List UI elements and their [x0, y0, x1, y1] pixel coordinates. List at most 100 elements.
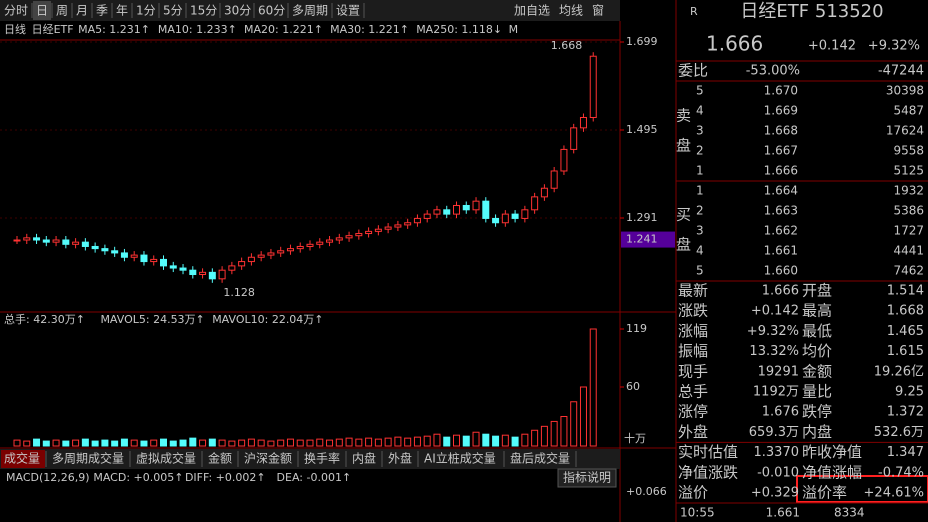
label: 最高 — [802, 302, 832, 320]
candle — [579, 116, 587, 129]
toolbar-tab[interactable]: 设置 — [336, 4, 360, 18]
candle — [316, 241, 324, 245]
candle — [52, 239, 60, 243]
indicator-tab[interactable]: 盘后成交量 — [510, 451, 570, 466]
candle — [218, 269, 226, 280]
book-volume: 7462 — [893, 264, 924, 278]
value: 9.25 — [895, 385, 924, 400]
macd-tick: +0.066 — [626, 485, 667, 498]
y-tick-label: 1.291 — [626, 211, 658, 224]
candle — [443, 209, 451, 215]
volume-bar — [492, 435, 500, 447]
toolbar-tab[interactable]: 日 — [36, 4, 48, 18]
indicator-tab[interactable]: 内盘 — [352, 451, 376, 466]
label: 内盘 — [802, 423, 832, 441]
volume-bar — [540, 425, 548, 447]
candle — [160, 258, 167, 267]
indicator-tab[interactable]: 虚拟成交量 — [136, 451, 196, 466]
book-volume: 30398 — [886, 84, 924, 98]
candle — [335, 237, 343, 241]
volume-bar — [531, 429, 539, 447]
volume-bar — [208, 438, 216, 447]
toolbar-tab[interactable]: 5分 — [163, 4, 183, 18]
candle — [23, 237, 31, 241]
legend-item: MA10: 1.233↑ — [158, 23, 237, 36]
volume-bar — [306, 439, 314, 447]
volume-bar — [472, 431, 480, 447]
tab-bar — [0, 449, 620, 469]
candle — [81, 241, 89, 247]
value: +0.329 — [751, 486, 799, 501]
indicator-tab[interactable]: 多周期成交量 — [52, 451, 124, 466]
book-price: 1.670 — [764, 84, 798, 98]
toolbar-tab[interactable]: 季 — [96, 4, 108, 18]
volume-bar — [365, 437, 373, 447]
side-label: 卖 — [676, 107, 691, 125]
volume-bar — [404, 437, 412, 447]
toolbar-tab[interactable]: 30分 — [224, 4, 251, 18]
label: 现手 — [678, 362, 708, 380]
candle — [472, 200, 480, 211]
indicator-tab[interactable]: 换手率 — [304, 451, 340, 466]
toolbar-tab[interactable]: 60分 — [258, 4, 285, 18]
toolbar-button[interactable]: 窗 — [592, 4, 604, 18]
label: 涨幅 — [678, 322, 708, 340]
indicator-tab[interactable]: 外盘 — [388, 451, 412, 466]
tab-selected — [33, 1, 51, 20]
high-label: 1.668 — [551, 39, 583, 52]
toolbar-tab[interactable]: 分时 — [4, 4, 28, 18]
low-label: 1.128 — [223, 286, 255, 299]
toolbar-tab[interactable]: 年 — [116, 4, 128, 18]
flag: R — [690, 5, 698, 18]
value: 1.514 — [887, 284, 924, 299]
volume-bar — [560, 416, 568, 447]
toolbar-button[interactable]: 加自选 — [514, 4, 550, 18]
volume-legend: MAVOL5: 24.53万↑ — [100, 313, 204, 326]
toolbar-tab[interactable]: 1分 — [136, 4, 156, 18]
indicator-tab[interactable]: AI立桩成交量 — [424, 451, 496, 466]
book-price: 1.660 — [764, 264, 798, 278]
toolbar-tab[interactable]: 多周期 — [292, 4, 328, 18]
toolbar-tab[interactable]: 15分 — [190, 4, 217, 18]
book-price: 1.667 — [764, 144, 798, 158]
book-price: 1.668 — [764, 124, 798, 138]
label: 金额 — [802, 362, 832, 380]
volume-bar — [521, 433, 529, 447]
volume-bar — [101, 439, 109, 447]
tick-volume: 8334 — [834, 506, 865, 520]
toolbar-tab[interactable]: 月 — [76, 4, 88, 18]
indicator-tab[interactable]: 金额 — [208, 451, 232, 466]
volume-bar — [150, 439, 158, 447]
volume-bar — [326, 439, 334, 447]
volume-unit: 十万 — [624, 431, 646, 445]
legend-item: MA5: 1.231↑ — [78, 23, 150, 36]
book-price: 1.666 — [764, 164, 798, 178]
candle — [208, 271, 216, 280]
toolbar-button[interactable]: 均线 — [559, 4, 583, 18]
tab-selected — [1, 450, 45, 468]
button — [557, 468, 617, 488]
candle — [189, 269, 197, 276]
indicator-tab[interactable]: 成交量 — [4, 451, 40, 466]
volume-bar — [189, 437, 197, 447]
level: 5 — [696, 264, 704, 278]
book-price: 1.661 — [764, 244, 798, 258]
volume-bar — [384, 437, 392, 447]
tick-price: 1.661 — [766, 506, 800, 520]
label: 净值涨跌 — [678, 463, 738, 481]
volume-bar — [394, 436, 402, 447]
indicator-tab[interactable]: 沪深金额 — [244, 451, 292, 466]
value: 1192万 — [753, 385, 799, 400]
volume-bar — [423, 435, 431, 447]
change-pct: +9.32% — [868, 39, 920, 54]
candle — [423, 213, 431, 219]
help-button[interactable]: 指标说明 — [563, 470, 611, 485]
volume-bar — [199, 439, 207, 447]
volume-bar — [247, 438, 255, 447]
volume-bar — [267, 440, 275, 447]
y-tick-label: 1.699 — [626, 35, 658, 48]
toolbar-tab[interactable]: 周 — [56, 4, 68, 18]
volume-bar — [296, 439, 304, 447]
level: 1 — [696, 164, 704, 178]
current-marker — [621, 231, 675, 248]
